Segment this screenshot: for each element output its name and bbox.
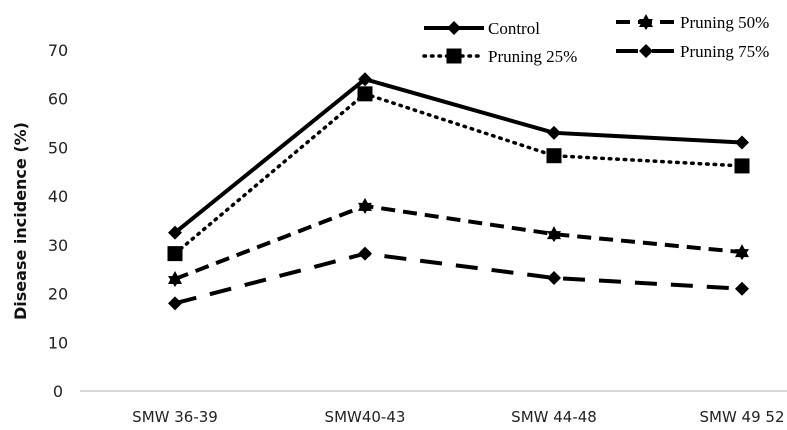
legend-item: Pruning 25% [422,47,577,66]
square-marker [734,158,750,174]
diamond-marker [735,135,749,150]
legend: Control Pruning 25% Pruning 50% Pruning 75% [422,13,769,66]
y-tick-label: 20 [48,285,68,304]
diamond-marker [639,44,653,58]
diamond-marker [547,125,561,140]
series-3 [168,246,749,311]
legend-item: Control [424,19,540,38]
series-line [173,92,744,256]
square-marker [446,48,462,64]
triangle-marker-overlay [735,249,749,261]
square-marker [357,86,373,102]
y-tick-label: 50 [48,138,68,157]
diamond-marker [735,281,749,296]
series-1 [167,86,750,262]
diamond-marker [168,225,182,240]
y-tick-label: 40 [48,187,68,206]
diamond-marker [358,246,372,261]
series-line [173,77,743,235]
y-tick-label: 10 [48,333,68,352]
triangle-marker-overlay [547,231,561,243]
x-tick-label: SMW 49 52 [699,408,784,426]
series-0 [168,72,749,240]
legend-label: Pruning 25% [488,47,577,66]
triangle-marker-overlay [168,275,182,287]
legend-label: Pruning 75% [680,42,769,61]
triangle-marker-overlay [358,202,372,214]
square-marker [167,246,183,262]
x-tick-label: SMW 44-48 [511,408,597,426]
legend-label: Control [488,19,540,38]
diamond-marker [358,72,372,87]
x-tick-label: SMW 36-39 [132,408,218,426]
series-line [174,203,743,281]
y-tick-label: 0 [53,382,63,401]
legend-item: Pruning 50% [616,13,769,32]
diamond-marker [168,296,182,311]
series-line [174,251,743,306]
legend-label: Pruning 50% [680,13,769,32]
triangle-marker-overlay [639,19,653,30]
diamond-marker [547,270,561,285]
x-axis-ticks: SMW 36-39 SMW40-43 SMW 44-48 SMW 49 52 [132,408,784,426]
series-2 [168,197,749,287]
series-layer [167,72,750,311]
diamond-marker [447,21,461,35]
legend-item: Pruning 75% [616,42,769,61]
y-axis-label: Disease incidence (%) [11,122,30,320]
y-tick-label: 70 [48,41,68,60]
y-tick-label: 60 [48,90,68,109]
y-tick-label: 30 [48,236,68,255]
y-axis-ticks: 0 10 20 30 40 50 60 70 [48,41,68,401]
x-tick-label: SMW40-43 [325,408,406,426]
square-marker [546,148,562,164]
